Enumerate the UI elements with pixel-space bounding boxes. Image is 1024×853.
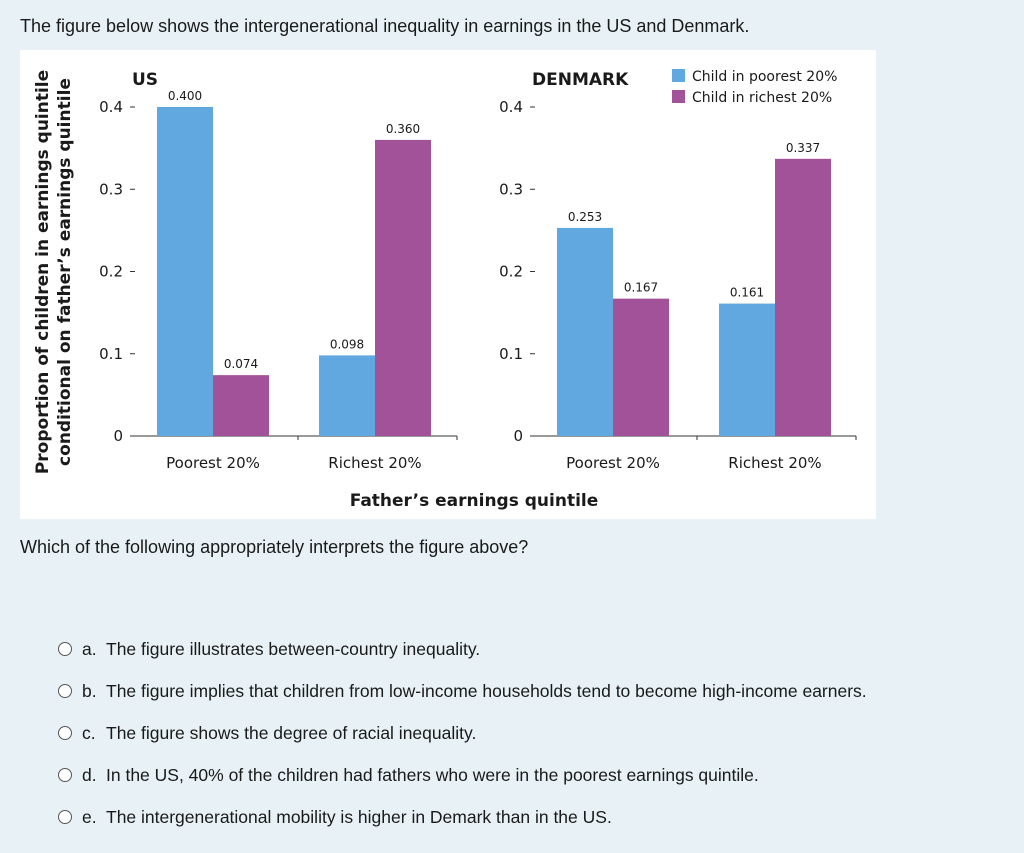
y-tick-label: 0.4 <box>99 98 123 116</box>
legend-swatch <box>672 90 685 103</box>
y-tick-label: 0.4 <box>499 98 523 116</box>
bar-child-richest <box>213 375 269 436</box>
question-prompt: Which of the following appropriately int… <box>20 537 528 558</box>
option-text: The figure shows the degree of racial in… <box>106 723 476 744</box>
option-letter: e. <box>82 807 106 828</box>
radio-icon[interactable] <box>58 810 72 824</box>
y-tick-label: 0 <box>113 427 123 445</box>
option-b[interactable]: b. The figure implies that children from… <box>58 670 867 712</box>
data-label: 0.253 <box>568 210 602 224</box>
option-e[interactable]: e. The intergenerational mobility is hig… <box>58 796 867 838</box>
bar-chart: Proportion of children in earnings quint… <box>20 50 876 519</box>
bar-child-poorest <box>557 228 613 436</box>
data-label: 0.074 <box>224 357 258 371</box>
bar-child-poorest <box>157 107 213 436</box>
data-label: 0.161 <box>730 286 764 300</box>
option-text: In the US, 40% of the children had fathe… <box>106 765 759 786</box>
y-tick-label: 0.1 <box>99 345 123 363</box>
legend-swatch <box>672 69 685 82</box>
data-label: 0.167 <box>624 281 658 295</box>
y-tick-label: 0.2 <box>99 263 123 281</box>
category-label: Richest 20% <box>728 454 821 472</box>
data-label: 0.360 <box>386 122 420 136</box>
category-label: Poorest 20% <box>166 454 260 472</box>
data-label: 0.337 <box>786 141 820 155</box>
y-axis-label-line1: Proportion of children in earnings quint… <box>33 70 53 474</box>
x-axis-title: Father’s earnings quintile <box>350 491 599 511</box>
radio-icon[interactable] <box>58 768 72 782</box>
option-letter: c. <box>82 723 106 744</box>
option-text: The figure illustrates between-country i… <box>106 639 480 660</box>
bar-child-richest <box>375 140 431 436</box>
option-text: The figure implies that children from lo… <box>106 681 867 702</box>
option-letter: a. <box>82 639 106 660</box>
panel-title: US <box>132 70 158 90</box>
option-letter: b. <box>82 681 106 702</box>
y-tick-label: 0.1 <box>499 345 523 363</box>
radio-icon[interactable] <box>58 642 72 656</box>
bar-child-poorest <box>319 355 375 436</box>
radio-icon[interactable] <box>58 684 72 698</box>
question-intro: The figure below shows the intergenerati… <box>20 16 749 37</box>
data-label: 0.098 <box>330 337 364 351</box>
y-axis-label-line2: conditional on father’s earnings quintil… <box>55 78 75 466</box>
option-letter: d. <box>82 765 106 786</box>
y-tick-label: 0.2 <box>499 263 523 281</box>
option-d[interactable]: d. In the US, 40% of the children had fa… <box>58 754 867 796</box>
option-a[interactable]: a. The figure illustrates between-countr… <box>58 628 867 670</box>
legend-label: Child in poorest 20% <box>692 69 837 85</box>
panel-title: DENMARK <box>532 70 629 90</box>
option-c[interactable]: c. The figure shows the degree of racial… <box>58 712 867 754</box>
bar-child-poorest <box>719 304 775 436</box>
chart-figure: Proportion of children in earnings quint… <box>20 50 876 519</box>
y-tick-label: 0.3 <box>499 180 523 198</box>
radio-icon[interactable] <box>58 726 72 740</box>
bar-child-richest <box>613 299 669 436</box>
y-tick-label: 0.3 <box>99 180 123 198</box>
option-text: The intergenerational mobility is higher… <box>106 807 612 828</box>
data-label: 0.400 <box>168 89 202 103</box>
answer-options: a. The figure illustrates between-countr… <box>58 628 867 838</box>
bar-child-richest <box>775 159 831 436</box>
legend-label: Child in richest 20% <box>692 90 832 106</box>
category-label: Poorest 20% <box>566 454 660 472</box>
y-tick-label: 0 <box>513 427 523 445</box>
category-label: Richest 20% <box>328 454 421 472</box>
